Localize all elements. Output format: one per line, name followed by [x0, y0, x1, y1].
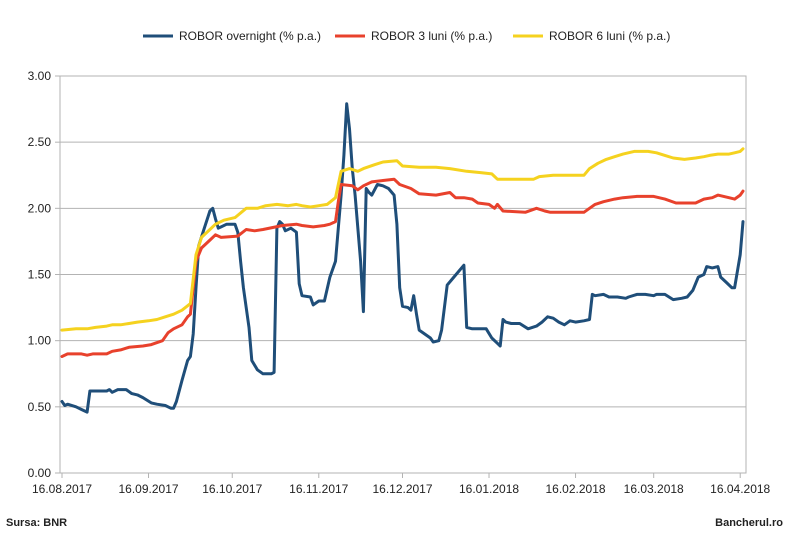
series-line-2	[60, 177, 745, 358]
brand-label: Bancherul.ro	[715, 517, 783, 529]
y-tick-label: 1.50	[28, 268, 52, 282]
x-tick-label: 16.10.2017	[202, 482, 262, 496]
y-tick-label: 2.50	[28, 135, 52, 149]
y-tick-label: 1.00	[28, 334, 52, 348]
x-tick-label: 16.02.2018	[546, 482, 606, 496]
source-note: Sursa: BNR	[6, 517, 68, 529]
grid	[59, 75, 747, 474]
legend-label-3: ROBOR 6 luni (% p.a.)	[549, 29, 670, 43]
series	[60, 102, 745, 414]
legend-label-2: ROBOR 3 luni (% p.a.)	[371, 29, 492, 43]
x-tick-label: 16.03.2018	[624, 482, 684, 496]
axes: 0.00 0.50 1.00 1.50 2.00 2.50 3.00 16.08.2017 16…	[28, 69, 771, 496]
y-tick-label: 3.00	[28, 69, 52, 83]
x-tick-label: 16.04.2018	[710, 482, 770, 496]
y-tick-label: 0.00	[28, 466, 52, 480]
legend: ROBOR overnight (% p.a.) ROBOR 3 luni (% …	[143, 29, 670, 43]
y-tick-label: 0.50	[28, 400, 52, 414]
x-tick-label: 16.08.2017	[32, 482, 92, 496]
legend-label-1: ROBOR overnight (% p.a.)	[179, 29, 321, 43]
series-line-3	[60, 147, 745, 332]
x-tick-label: 16.12.2017	[372, 482, 432, 496]
x-tick-label: 16.11.2017	[289, 482, 348, 496]
series-line-1	[60, 102, 745, 414]
y-tick-label: 2.00	[28, 201, 52, 215]
x-tick-label: 16.01.2018	[459, 482, 519, 496]
x-tick-label: 16.09.2017	[118, 482, 178, 496]
